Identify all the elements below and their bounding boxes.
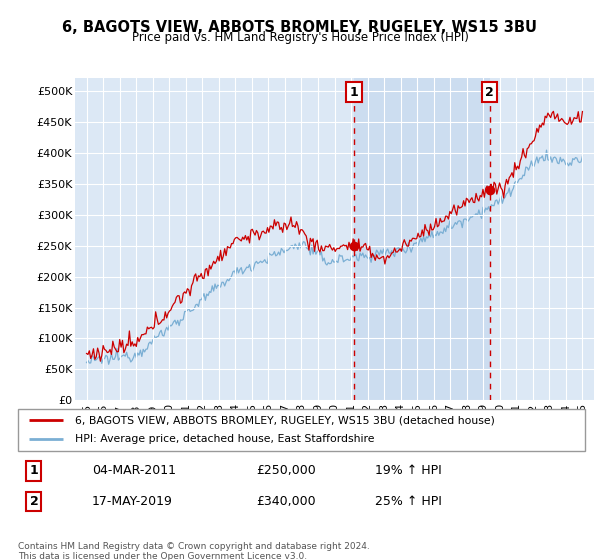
Text: 1: 1	[29, 464, 38, 478]
Text: 2: 2	[485, 86, 494, 99]
Text: 1: 1	[349, 86, 358, 99]
Text: £250,000: £250,000	[256, 464, 316, 478]
Text: 17-MAY-2019: 17-MAY-2019	[92, 495, 173, 508]
Text: Contains HM Land Registry data © Crown copyright and database right 2024.
This d: Contains HM Land Registry data © Crown c…	[18, 542, 370, 560]
Text: 6, BAGOTS VIEW, ABBOTS BROMLEY, RUGELEY, WS15 3BU: 6, BAGOTS VIEW, ABBOTS BROMLEY, RUGELEY,…	[62, 20, 538, 35]
Text: HPI: Average price, detached house, East Staffordshire: HPI: Average price, detached house, East…	[75, 435, 374, 445]
Bar	[354, 78, 490, 400]
Text: £340,000: £340,000	[256, 495, 316, 508]
Text: 2: 2	[29, 495, 38, 508]
Text: 6, BAGOTS VIEW, ABBOTS BROMLEY, RUGELEY, WS15 3BU (detached house): 6, BAGOTS VIEW, ABBOTS BROMLEY, RUGELEY,…	[75, 415, 494, 425]
Text: 19% ↑ HPI: 19% ↑ HPI	[375, 464, 442, 478]
Text: Price paid vs. HM Land Registry's House Price Index (HPI): Price paid vs. HM Land Registry's House …	[131, 31, 469, 44]
Text: 04-MAR-2011: 04-MAR-2011	[92, 464, 176, 478]
Text: 25% ↑ HPI: 25% ↑ HPI	[375, 495, 442, 508]
FancyBboxPatch shape	[18, 409, 585, 451]
